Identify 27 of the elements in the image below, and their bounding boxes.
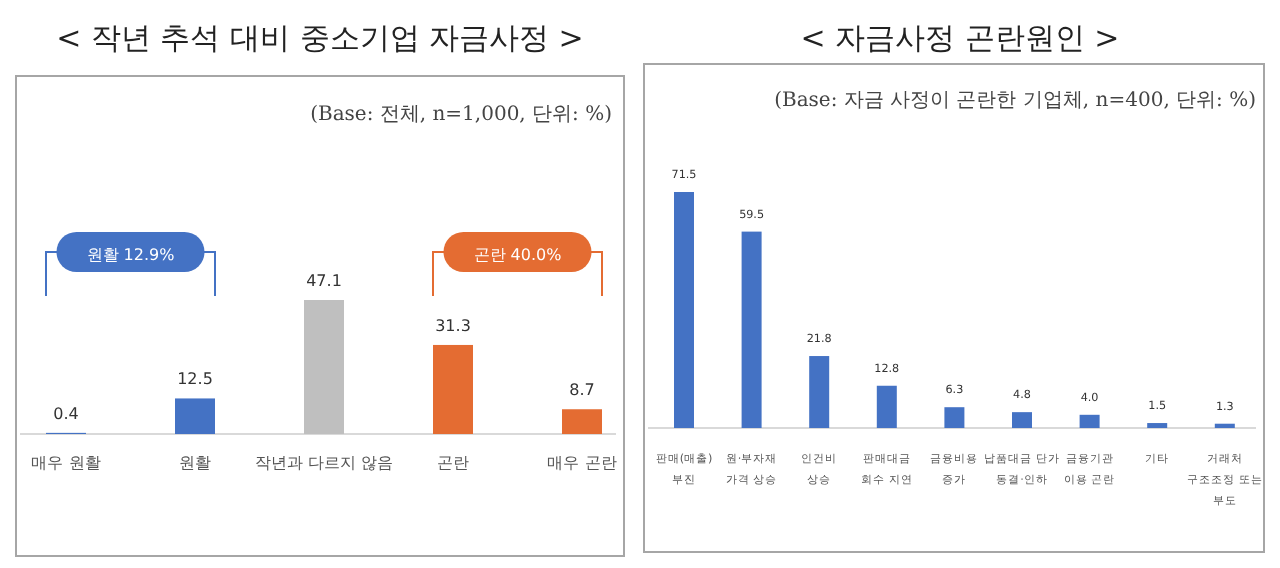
bar (433, 344, 473, 434)
text: (Base: 전체, n=1,000, 단위: %) (310, 104, 613, 126)
x-tick-label: 작년과 다르지 않음 (254, 454, 394, 472)
text: 원활 12.9% (86, 246, 176, 264)
bar (1079, 414, 1100, 428)
bar (175, 398, 215, 434)
bar (562, 409, 602, 434)
data-label: 0.4 (53, 404, 79, 423)
data-label: 31.3 (435, 316, 471, 335)
chart-title: < 자금사정 곤란원인 > (800, 20, 1120, 56)
text: 곤란 40.0% (473, 246, 563, 264)
text: (Base: 자금 사정이 곤란한 기업체, n=400, 단위: %) (774, 90, 1257, 112)
bar (809, 356, 830, 428)
data-label: 12.5 (177, 370, 213, 389)
data-label: 8.7 (569, 381, 595, 400)
x-tick-label: 매우 원활 (31, 454, 101, 472)
chart-title: < 작년 추석 대비 중소기업 자금사정 > (56, 20, 584, 56)
bar (876, 385, 897, 428)
bar (1012, 412, 1032, 428)
x-tick-label: 매우 곤란 (547, 454, 617, 472)
bar (741, 231, 762, 428)
bar (674, 192, 694, 428)
bar (304, 300, 344, 434)
x-tick-label: 곤란 (437, 454, 469, 472)
bar (944, 407, 965, 428)
data-label: 47.1 (306, 272, 342, 290)
x-tick-label: 원활 (179, 454, 211, 472)
